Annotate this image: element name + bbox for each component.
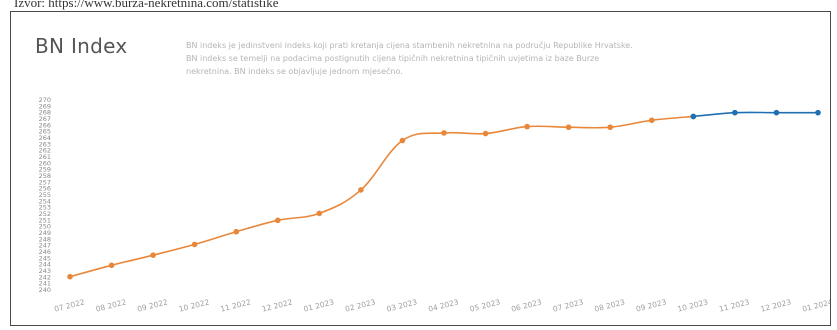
y-tick-label: 253: [39, 204, 51, 212]
data-point: [316, 210, 323, 217]
y-tick-label: 242: [39, 273, 51, 281]
y-tick-label: 240: [39, 286, 51, 294]
y-tick-label: 270: [39, 96, 51, 104]
data-point: [690, 113, 697, 120]
y-tick-label: 260: [39, 159, 51, 167]
data-point: [815, 109, 821, 116]
data-point: [482, 130, 489, 137]
data-point: [191, 241, 198, 248]
series-line-1: [69, 115, 694, 278]
y-tick-label: 267: [39, 115, 51, 123]
y-tick-label: 245: [39, 254, 51, 262]
chart-description: BN indeks je jedinstveni indeks koji pra…: [186, 41, 633, 76]
y-tick-label: 249: [39, 229, 51, 237]
x-tick-label: 11 2022: [219, 297, 251, 313]
y-tick-label: 264: [39, 134, 51, 142]
y-tick-label: 250: [39, 223, 51, 231]
x-tick-label: 09 2023: [635, 297, 667, 313]
data-point: [233, 228, 240, 235]
data-point: [358, 187, 364, 193]
data-point: [150, 252, 156, 258]
data-point: [399, 137, 406, 144]
x-tick-label: 12 2023: [760, 297, 792, 313]
data-point: [773, 109, 780, 116]
data-point: [565, 124, 572, 131]
x-tick-label: 02 2023: [344, 297, 376, 313]
data-point: [607, 124, 614, 131]
y-tick-label: 255: [39, 191, 51, 199]
x-tick-label: 05 2023: [469, 297, 501, 313]
data-point: [441, 130, 447, 136]
y-tick-label: 247: [39, 242, 51, 250]
y-tick-label: 257: [39, 178, 51, 186]
data-point: [108, 262, 115, 269]
y-tick-label: 266: [39, 121, 51, 129]
y-tick-label: 256: [39, 185, 51, 193]
y-tick-label: 251: [39, 216, 51, 224]
x-tick-label: 07 2023: [552, 297, 584, 313]
x-tick-label: 04 2023: [427, 297, 459, 313]
y-tick-label: 246: [39, 248, 51, 256]
x-tick-label: 12 2022: [261, 297, 293, 313]
line-chart: 2402412422432442452462472482492502512522…: [39, 96, 830, 314]
y-tick-label: 243: [39, 267, 51, 275]
y-tick-label: 269: [39, 102, 51, 110]
data-point: [274, 217, 281, 224]
y-tick-label: 252: [39, 210, 51, 218]
y-tick-label: 265: [39, 128, 51, 136]
x-tick-label: 01 2023: [303, 297, 335, 313]
data-point: [67, 273, 73, 280]
source-caption: Izvor: https://www.burza-nekretnina.com/…: [14, 0, 279, 10]
data-point: [648, 117, 655, 124]
x-tick-label: 08 2022: [95, 297, 127, 313]
chart-panel: BN Index BN indeks je jedinstveni indeks…: [10, 11, 831, 326]
y-tick-label: 259: [39, 166, 51, 174]
y-tick-label: 254: [39, 197, 51, 205]
x-tick-label: 06 2023: [510, 297, 542, 313]
y-tick-label: 268: [39, 109, 51, 117]
y-tick-label: 241: [39, 280, 51, 288]
x-tick-label: 01 2024: [801, 297, 830, 313]
x-tick-label: 09 2022: [136, 297, 168, 313]
x-tick-label: 10 2023: [677, 297, 709, 313]
y-tick-label: 262: [39, 147, 51, 155]
y-tick-label: 258: [39, 172, 51, 180]
y-tick-label: 244: [39, 261, 51, 269]
chart-title: BN Index: [35, 34, 128, 58]
x-tick-label: 10 2022: [178, 297, 210, 313]
y-tick-label: 263: [39, 140, 51, 148]
y-tick-label: 248: [39, 235, 51, 243]
data-point: [524, 123, 530, 130]
x-tick-label: 07 2022: [53, 297, 85, 313]
series-line-2: [693, 111, 818, 118]
data-point: [732, 109, 738, 116]
x-tick-label: 08 2023: [593, 297, 625, 313]
y-tick-label: 261: [39, 153, 51, 161]
x-tick-label: 11 2023: [718, 297, 750, 313]
x-tick-label: 03 2023: [386, 297, 418, 313]
